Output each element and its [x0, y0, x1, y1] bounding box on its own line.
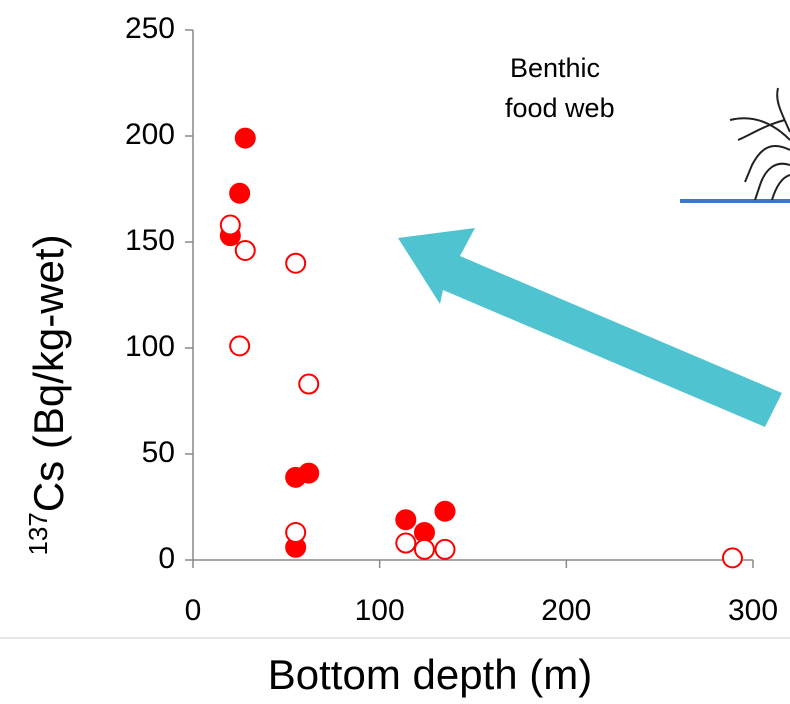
- point: [221, 216, 240, 235]
- point: [396, 510, 415, 529]
- y-tick-label: 50: [142, 436, 175, 469]
- point: [299, 375, 318, 394]
- x-tick-label: 300: [728, 594, 778, 627]
- y-axis-label: 137Cs (Bq/kg-wet): [23, 234, 72, 555]
- point: [415, 540, 434, 559]
- x-tick-label: 0: [185, 594, 202, 627]
- annotation: food web: [505, 93, 615, 123]
- point: [236, 241, 255, 260]
- point: [396, 534, 415, 553]
- x-tick-label: 100: [355, 594, 405, 627]
- x-tick-label: 200: [541, 594, 591, 627]
- y-tick-label: 250: [125, 12, 175, 45]
- point: [436, 502, 455, 521]
- point: [230, 336, 249, 355]
- point: [286, 254, 305, 273]
- crustacean-icon: [730, 88, 790, 200]
- point: [236, 129, 255, 148]
- point: [230, 184, 249, 203]
- point: [299, 464, 318, 483]
- annotation: Benthic: [510, 53, 600, 83]
- y-tick-label: 150: [125, 224, 175, 257]
- chart: Benthic food web Bottom depth (m) 137Cs …: [0, 0, 790, 704]
- y-label-sup: 137: [23, 512, 53, 555]
- arrow: [398, 228, 782, 427]
- point: [286, 523, 305, 542]
- y-tick-label: 200: [125, 118, 175, 151]
- point: [723, 548, 742, 567]
- y-label-main: Cs (Bq/kg-wet): [25, 234, 72, 512]
- y-tick-label: 100: [125, 330, 175, 363]
- x-axis-label: Bottom depth (m): [268, 651, 592, 698]
- point: [436, 540, 455, 559]
- y-tick-label: 0: [158, 542, 175, 575]
